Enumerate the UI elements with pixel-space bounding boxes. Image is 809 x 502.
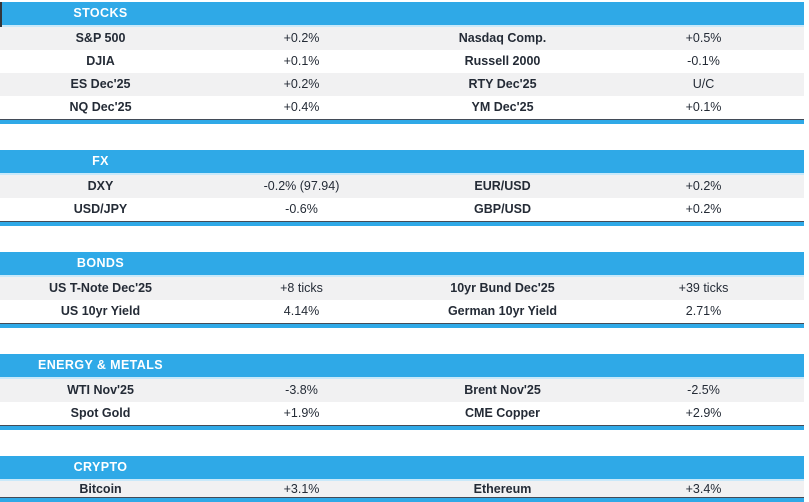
section-header-fx: FX: [0, 150, 804, 175]
section-underline: [0, 221, 804, 226]
instrument-value: 4.14%: [283, 304, 320, 319]
section-title: BONDS: [76, 256, 125, 270]
table-row: DXY -0.2% (97.94) EUR/USD +0.2%: [0, 175, 804, 198]
section-header-crypto: CRYPTO: [0, 456, 804, 481]
instrument-name: 10yr Bund Dec'25: [450, 281, 555, 296]
instrument-value: +0.1%: [685, 100, 722, 115]
section-header-stocks: STOCKS: [0, 2, 804, 27]
instrument-name: GBP/USD: [474, 202, 531, 217]
instrument-value: +3.1%: [283, 481, 320, 496]
section-header-energy-metals: ENERGY & METALS: [0, 354, 804, 379]
section-bonds: BONDS US T-Note Dec'25 +8 ticks 10yr Bund D…: [0, 252, 809, 328]
instrument-name: Ethereum: [473, 481, 532, 496]
instrument-name: EUR/USD: [474, 179, 531, 194]
table-row: US T-Note Dec'25 +8 ticks 10yr Bund Dec'25…: [0, 277, 804, 300]
instrument-name: ES Dec'25: [70, 77, 131, 92]
instrument-value: -3.8%: [285, 383, 318, 398]
section-fx: FX DXY -0.2% (97.94) EUR/USD +0.2% USD/JPY -0.…: [0, 150, 809, 226]
table-row: USD/JPY -0.6% GBP/USD +0.2%: [0, 198, 804, 221]
instrument-value: +0.1%: [283, 54, 320, 69]
section-title: CRYPTO: [73, 460, 128, 474]
table-row: US 10yr Yield 4.14% German 10yr Yield 2.71%: [0, 300, 804, 323]
instrument-value: +0.5%: [685, 31, 722, 46]
instrument-value: +39 ticks: [678, 281, 729, 296]
table-row: NQ Dec'25 +0.4% YM Dec'25 +0.1%: [0, 96, 804, 119]
instrument-value: +8 ticks: [280, 281, 323, 296]
section-title: ENERGY & METALS: [38, 358, 163, 372]
table-row: ES Dec'25 +0.2% RTY Dec'25 U/C: [0, 73, 804, 96]
instrument-name: German 10yr Yield: [447, 304, 558, 319]
section-title: STOCKS: [73, 6, 128, 20]
table-row: S&P 500 +0.2% Nasdaq Comp. +0.5%: [0, 27, 804, 50]
table-row: DJIA +0.1% Russell 2000 -0.1%: [0, 50, 804, 73]
instrument-value: -2.5%: [687, 383, 720, 398]
section-underline: [0, 323, 804, 328]
instrument-name: Russell 2000: [464, 54, 541, 69]
instrument-name: Spot Gold: [70, 406, 131, 421]
table-row: Bitcoin +3.1% Ethereum +3.4%: [0, 481, 804, 497]
table-row: Spot Gold +1.9% CME Copper +2.9%: [0, 402, 804, 425]
instrument-value: +0.2%: [283, 31, 320, 46]
section-title: FX: [92, 154, 109, 168]
instrument-name: US T-Note Dec'25: [48, 281, 152, 296]
edge-artifact-mark: [0, 2, 2, 27]
instrument-value: +1.9%: [283, 406, 320, 421]
table-row: WTI Nov'25 -3.8% Brent Nov'25 -2.5%: [0, 379, 804, 402]
instrument-value: +0.2%: [685, 179, 722, 194]
instrument-name: YM Dec'25: [471, 100, 534, 115]
instrument-value: +2.9%: [685, 406, 722, 421]
instrument-name: US 10yr Yield: [60, 304, 141, 319]
instrument-value: -0.1%: [687, 54, 720, 69]
instrument-value: +0.2%: [283, 77, 320, 92]
instrument-name: NQ Dec'25: [69, 100, 132, 115]
instrument-value: -0.6%: [285, 202, 318, 217]
instrument-value: +0.2%: [685, 202, 722, 217]
instrument-name: CME Copper: [465, 406, 540, 421]
section-energy-metals: ENERGY & METALS WTI Nov'25 -3.8% Brent Nov'…: [0, 354, 809, 430]
instrument-name: Nasdaq Comp.: [458, 31, 547, 46]
instrument-value: +3.4%: [685, 481, 722, 496]
instrument-name: DXY: [87, 179, 114, 194]
instrument-name: WTI Nov'25: [67, 383, 134, 398]
instrument-value: U/C: [692, 77, 715, 92]
instrument-value: 2.71%: [685, 304, 722, 319]
instrument-name: Bitcoin: [79, 481, 122, 496]
section-underline: [0, 119, 804, 124]
section-crypto: CRYPTO Bitcoin +3.1% Ethereum +3.4%: [0, 456, 809, 502]
section-underline: [0, 425, 804, 430]
instrument-name: DJIA: [86, 54, 115, 69]
instrument-name: Brent Nov'25: [464, 383, 541, 398]
section-header-bonds: BONDS: [0, 252, 804, 277]
instrument-name: USD/JPY: [73, 202, 128, 217]
instrument-name: S&P 500: [75, 31, 126, 46]
instrument-value: -0.2% (97.94): [263, 179, 340, 194]
section-stocks: STOCKS S&P 500 +0.2% Nasdaq Comp. +0.5% DJIA +…: [0, 2, 809, 124]
instrument-value: +0.4%: [283, 100, 320, 115]
instrument-name: RTY Dec'25: [468, 77, 537, 92]
